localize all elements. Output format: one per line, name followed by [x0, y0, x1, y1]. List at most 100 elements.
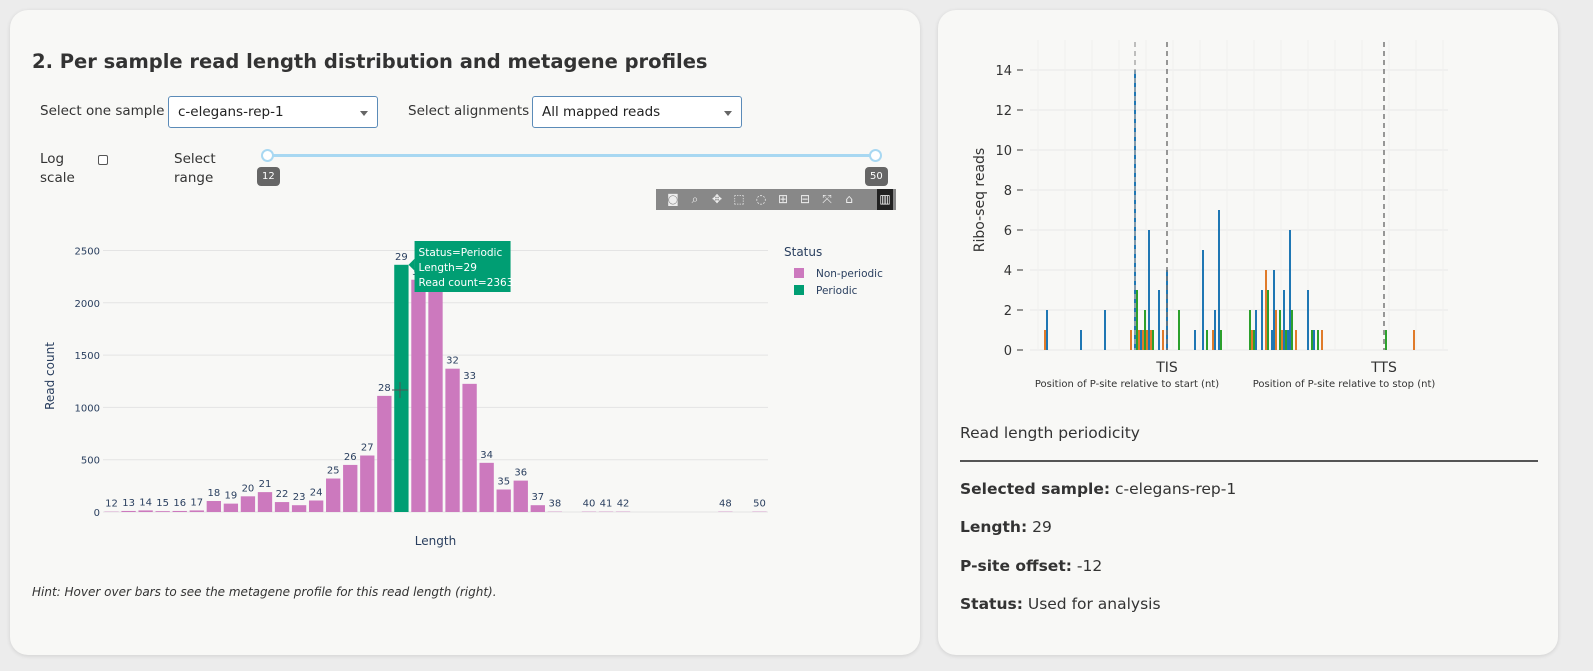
tooltip-count: Read count=2363 — [419, 277, 514, 289]
bar-label: 48 — [719, 499, 732, 510]
panel-label: TTS — [1370, 360, 1397, 376]
legend-swatch[interactable] — [794, 285, 804, 295]
bar-31-non-periodic[interactable] — [428, 279, 443, 512]
offset-value: -12 — [1076, 557, 1103, 575]
bar-label: 36 — [514, 468, 527, 479]
camera-icon[interactable]: ◙ — [667, 192, 679, 206]
hover-tooltip: Status=Periodic Length=29 Read count=2363 — [408, 241, 514, 292]
selected-sample-row: Selected sample: c-elegans-rep-1 — [960, 480, 1236, 498]
bar-15-non-periodic[interactable] — [155, 511, 170, 512]
box-select-icon[interactable]: ⬚ — [733, 192, 745, 206]
bar-22-non-periodic[interactable] — [274, 502, 290, 512]
pan-icon[interactable]: ✥ — [711, 192, 723, 206]
selected-sample-key: Selected sample: — [960, 480, 1111, 498]
log-scale-label: Log scale — [40, 151, 75, 186]
bar-label: 14 — [139, 497, 152, 508]
range-slider-max-handle[interactable] — [869, 149, 882, 162]
bar-label: 17 — [190, 497, 203, 508]
bar-label: 50 — [753, 499, 766, 510]
bar-16-non-periodic[interactable] — [172, 510, 187, 512]
y-axis-title: Read count — [43, 342, 57, 410]
bar-23-non-periodic[interactable] — [291, 505, 307, 512]
y-tick-label: 2500 — [75, 246, 100, 257]
length-key: Length: — [960, 518, 1028, 536]
bar-label: 32 — [446, 356, 459, 367]
legend-label: Non-periodic — [816, 268, 883, 280]
hover-hint: Hint: Hover over bars to see the metagen… — [32, 585, 497, 599]
lasso-icon[interactable]: ◌ — [755, 192, 767, 206]
status-key: Status: — [960, 595, 1023, 613]
bar-18-non-periodic[interactable] — [206, 501, 221, 512]
tooltip-pointer — [408, 258, 415, 271]
x-axis-title: Length — [415, 534, 456, 548]
bar-17-non-periodic[interactable] — [189, 510, 204, 512]
metagene-chart: 0 2 4 6 8 10 12 14 Ribo-seq reads TIS Position of … — [972, 40, 1448, 390]
bar-35-non-periodic[interactable] — [496, 489, 511, 512]
bar-13-non-periodic[interactable] — [121, 510, 136, 512]
bar-37-non-periodic[interactable] — [530, 505, 545, 512]
plotly-logo-icon[interactable]: ▥ — [877, 189, 893, 210]
bar-30-non-periodic[interactable] — [411, 279, 426, 512]
bar-27-non-periodic[interactable] — [360, 455, 375, 512]
y-tick-label: 6 — [1004, 224, 1012, 239]
alignment-select-label: Select alignments — [408, 103, 530, 119]
chevron-down-icon — [360, 111, 368, 116]
autoscale-icon[interactable]: ⤧ — [822, 192, 832, 206]
divider — [960, 460, 1538, 462]
offset-row: P-site offset: -12 — [960, 557, 1102, 575]
zoom-in-icon[interactable]: ⊞ — [777, 192, 789, 206]
zoom-out-icon[interactable]: ⊟ — [799, 192, 811, 206]
legend-label: Periodic — [816, 285, 858, 297]
bar-label: 24 — [310, 487, 323, 498]
y-tick-label: 0 — [1004, 344, 1012, 359]
metagene-card: 0 2 4 6 8 10 12 14 Ribo-seq reads TIS Position of … — [938, 10, 1558, 655]
reset-axes-icon[interactable]: ⌂ — [845, 192, 853, 206]
bar-24-non-periodic[interactable] — [308, 500, 324, 512]
section-title: 2. Per sample read length distribution a… — [32, 50, 708, 73]
range-slider-min-handle[interactable] — [261, 149, 274, 162]
offset-key: P-site offset: — [960, 557, 1072, 575]
range-slider-track[interactable] — [267, 154, 876, 157]
bar-20-non-periodic[interactable] — [240, 496, 256, 512]
tooltip-status: Status=Periodic — [419, 247, 503, 259]
plot-toolbar: ◙ ⌕ ✥ ⬚ ◌ ⊞ ⊟ ⤧ ⌂ ▥ — [656, 189, 896, 210]
alignment-select-value: All mapped reads — [542, 104, 661, 120]
zoom-icon[interactable]: ⌕ — [691, 192, 699, 206]
y-tick-label: 1500 — [75, 351, 100, 362]
sample-select[interactable]: c-elegans-rep-1 — [168, 96, 378, 128]
bar-28-non-periodic[interactable] — [377, 395, 392, 512]
log-scale-checkbox[interactable] — [98, 155, 108, 165]
bar-34-non-periodic[interactable] — [479, 462, 494, 512]
sample-select-label: Select one sample — [40, 103, 165, 119]
bar-33-non-periodic[interactable] — [462, 383, 477, 512]
periodicity-heading: Read length periodicity — [960, 424, 1140, 442]
length-row: Length: 29 — [960, 518, 1052, 536]
legend-swatch[interactable] — [794, 268, 804, 278]
bar-label: 42 — [617, 499, 630, 510]
bar-label: 27 — [361, 443, 374, 454]
bar-label: 33 — [463, 371, 476, 382]
selected-sample-value: c-elegans-rep-1 — [1115, 480, 1237, 498]
chevron-down-icon — [724, 111, 732, 116]
y-tick-label: 2000 — [75, 299, 100, 310]
bar-label: 18 — [207, 488, 220, 499]
y-tick-label: 10 — [995, 144, 1012, 159]
bar-label: 21 — [259, 479, 272, 490]
panel-label: TIS — [1155, 360, 1178, 376]
bar-36-non-periodic[interactable] — [513, 480, 528, 512]
tooltip-box — [414, 241, 511, 292]
y-tick-label: 8 — [1004, 184, 1012, 199]
bar-19-non-periodic[interactable] — [223, 503, 239, 512]
bar-label: 26 — [344, 452, 357, 463]
alignment-select[interactable]: All mapped reads — [532, 96, 742, 128]
bar-label: 37 — [531, 492, 544, 503]
bar-26-non-periodic[interactable] — [343, 464, 358, 512]
bar-label: 29 — [395, 252, 408, 263]
bar-25-non-periodic[interactable] — [326, 478, 341, 512]
bar-29-periodic[interactable] — [394, 264, 409, 512]
y-tick-label: 500 — [81, 456, 100, 467]
bar-14-non-periodic[interactable] — [138, 510, 153, 512]
bar-21-non-periodic[interactable] — [257, 492, 273, 512]
bar-32-non-periodic[interactable] — [445, 368, 460, 512]
sample-select-value: c-elegans-rep-1 — [178, 104, 284, 120]
